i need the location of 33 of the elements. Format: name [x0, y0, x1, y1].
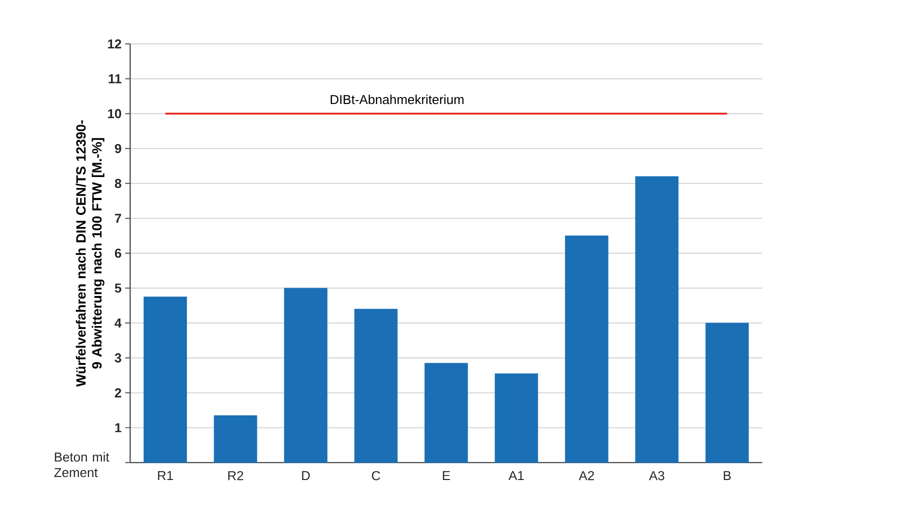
x-tick-label: A1 — [508, 470, 524, 480]
y-tick-label: 1 — [115, 423, 122, 432]
bar — [494, 373, 538, 463]
x-axis-title: Beton mit Zement — [54, 452, 110, 477]
y-tick-label: 6 — [114, 248, 122, 258]
x-tick-label: C — [372, 470, 380, 480]
x-tick-label: A2 — [578, 470, 594, 480]
y-tick-label: 10 — [108, 108, 122, 118]
x-tick-label: E — [442, 470, 450, 480]
y-axis-title: Würfelverfahren nach DIN CEN/TS 12390-9 Abwitterung nach 100 FTW [M.-%] — [76, 120, 104, 387]
x-tick-label: R1 — [158, 470, 173, 480]
bar — [144, 296, 187, 463]
y-tick-label: 4 — [114, 318, 122, 328]
y-tick-label: 2 — [114, 388, 122, 398]
ref-line-label: DIBt-Abnahmekriterium — [330, 94, 464, 104]
bar — [214, 415, 258, 463]
y-tick-label: 7 — [115, 214, 122, 223]
y-tick-label: 11 — [108, 74, 122, 84]
x-tick-label: B — [724, 470, 731, 480]
bar — [424, 362, 468, 463]
bar — [635, 176, 679, 463]
bar — [284, 288, 328, 463]
y-tick-label: 12 — [108, 39, 122, 48]
y-tick-label: 9 — [114, 144, 122, 153]
x-tick-label: R2 — [228, 470, 244, 480]
y-tick-label: 3 — [114, 353, 122, 362]
y-tick-label: 8 — [114, 178, 122, 188]
bar — [705, 322, 749, 463]
y-tick-label: 5 — [114, 283, 122, 292]
bar — [565, 235, 608, 463]
x-tick-label: D — [302, 470, 310, 480]
bar — [354, 308, 398, 463]
x-tick-label: A3 — [648, 470, 664, 480]
